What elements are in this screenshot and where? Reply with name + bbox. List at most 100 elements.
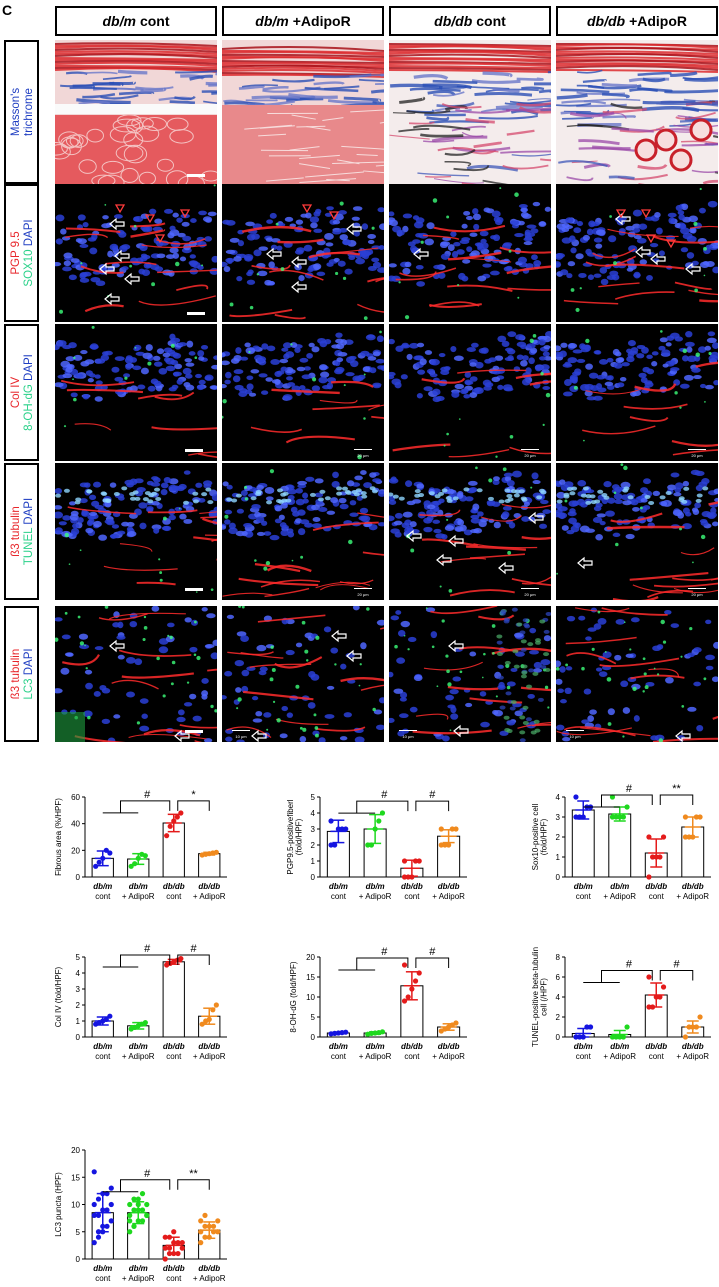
x-tick-label: + AdipoR: [193, 892, 226, 901]
data-point: [609, 814, 616, 820]
data-point: [401, 858, 408, 864]
arrowhead-icon: [615, 209, 627, 219]
column-header-3: db/db cont: [389, 6, 551, 36]
data-point: [609, 794, 616, 800]
data-point: [453, 826, 459, 832]
data-point: [171, 1229, 177, 1235]
x-tick-label: + AdipoR: [193, 1052, 226, 1061]
arrowhead-icon: [301, 204, 313, 214]
data-point: [438, 826, 444, 832]
row-label-pgp: PGP 9.5 SOX10 DAPI: [4, 184, 39, 322]
data-point: [107, 1013, 113, 1019]
scale-bar: [688, 588, 706, 589]
data-point: [646, 834, 652, 840]
arrowhead-icon: [114, 204, 126, 214]
y-tick-label: 20: [306, 953, 315, 962]
x-tick-label: cont: [576, 1052, 592, 1061]
data-point: [175, 1240, 181, 1246]
data-point: [139, 1207, 146, 1213]
x-tick-label: + AdipoR: [603, 892, 636, 901]
arrow-icon: [528, 511, 544, 525]
arrowhead-icon: [640, 209, 652, 219]
data-point: [657, 854, 663, 860]
significance-mark: #: [673, 959, 680, 971]
data-point: [164, 833, 170, 839]
y-tick-label: 3: [556, 813, 561, 822]
x-tick-label: + AdipoR: [193, 1274, 226, 1283]
column-treatment: +AdipoR: [629, 13, 688, 29]
y-tick-label: 1: [556, 853, 561, 862]
row-label-line2: 8-OH-dG DAPI: [23, 354, 35, 431]
significance-bracket: [583, 970, 653, 984]
y-tick-label: 5: [311, 793, 316, 802]
data-point: [213, 1002, 219, 1008]
scale-bar: [399, 730, 417, 731]
y-tick-label: 15: [306, 973, 315, 982]
arrow-icon: [453, 724, 469, 738]
x-tick-label: db/db: [682, 1042, 704, 1051]
significance-mark: *: [191, 789, 196, 801]
x-tick-label: db/m: [610, 1042, 629, 1051]
data-point: [167, 823, 173, 829]
data-point: [144, 1212, 150, 1218]
x-tick-label: cont: [331, 1052, 347, 1061]
data-point: [95, 1212, 102, 1218]
y-axis-label: Col IV (fold/HPF): [54, 966, 63, 1027]
x-tick-label: + AdipoR: [359, 892, 392, 901]
x-tick-label: db/db: [163, 1042, 185, 1051]
data-point: [624, 1024, 630, 1030]
column-treatment: cont: [476, 13, 506, 29]
data-point: [401, 962, 408, 968]
x-tick-label: db/m: [93, 882, 112, 891]
x-tick-label: cont: [404, 1052, 420, 1061]
micrograph-pgp-3: [389, 184, 551, 322]
y-tick-label: 4: [311, 809, 316, 818]
row-label-line1: ß3 tubulin: [10, 649, 22, 700]
significance-bracket: [177, 1179, 210, 1190]
scale-bar: [354, 449, 372, 450]
data-point: [650, 854, 656, 860]
x-tick-label: db/m: [574, 882, 593, 891]
x-tick-label: db/db: [401, 1042, 423, 1051]
x-tick-label: + AdipoR: [122, 1052, 155, 1061]
x-tick-label: db/m: [366, 1042, 385, 1051]
row-label-line1: ß3 tubulin: [10, 506, 22, 557]
row-label-lc3: ß3 tubulin LC3 DAPI: [4, 606, 39, 742]
data-point: [108, 1218, 114, 1224]
data-point: [91, 1240, 97, 1246]
data-point: [179, 1245, 185, 1251]
scale-bar: [185, 588, 203, 591]
x-tick-label: cont: [166, 1052, 182, 1061]
data-point: [108, 1185, 114, 1191]
column-treatment: +AdipoR: [292, 13, 351, 29]
data-point: [620, 814, 626, 820]
data-point: [401, 998, 408, 1004]
data-point: [446, 842, 452, 848]
x-tick-label: cont: [95, 892, 111, 901]
arrow-icon: [174, 729, 190, 742]
significance-bracket: [659, 970, 694, 981]
bar-chart-7: LC3 puncta (HPF) 0 5 10 15 20 db/m cont db/m + Ad…: [0, 1130, 235, 1287]
data-point: [135, 1196, 141, 1202]
data-point: [96, 859, 102, 865]
data-point: [178, 956, 184, 962]
y-tick-label: 0: [311, 873, 316, 882]
data-point: [379, 810, 386, 816]
y-tick-label: 2: [76, 1001, 81, 1010]
y-tick-label: 4: [556, 993, 561, 1002]
x-tick-label: db/m: [93, 1264, 112, 1273]
micrograph-tunel-2: 20 μm: [222, 463, 384, 600]
data-point: [613, 814, 619, 820]
scale-label: 10 μm: [569, 734, 581, 739]
data-point: [697, 1014, 703, 1020]
significance-bracket: [415, 800, 450, 812]
x-tick-label: db/db: [438, 1042, 460, 1051]
y-tick-label: 10: [306, 993, 315, 1002]
bar: [571, 809, 595, 878]
scale-label: 20 μm: [691, 592, 703, 597]
arrow-icon: [251, 729, 267, 742]
significance-bracket: [415, 957, 450, 968]
column-treatment: cont: [139, 13, 170, 29]
y-tick-label: 5: [76, 1228, 81, 1237]
x-tick-label: db/db: [198, 1042, 220, 1051]
